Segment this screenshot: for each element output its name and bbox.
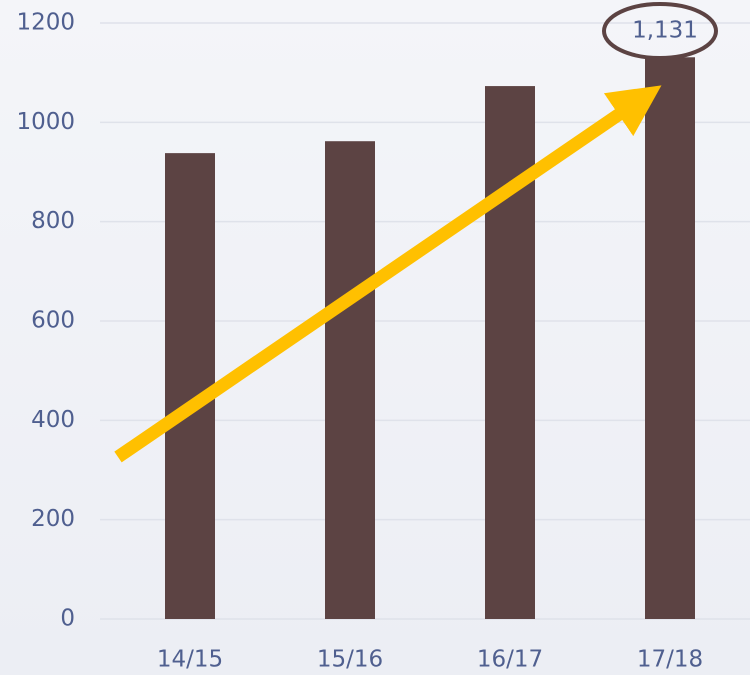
- y-tick-label: 600: [31, 308, 75, 334]
- data-label: 1,131: [632, 18, 698, 44]
- bar: [645, 57, 695, 619]
- y-tick-label: 1000: [16, 109, 75, 135]
- highlight-ellipse: [602, 2, 718, 60]
- bar: [165, 153, 215, 620]
- y-tick-label: 0: [60, 606, 75, 632]
- trend-arrow: [114, 85, 662, 463]
- y-tick-label: 1200: [16, 10, 75, 36]
- annotation: [114, 2, 718, 463]
- bar: [325, 141, 375, 619]
- y-tick-label: 400: [31, 407, 75, 433]
- y-tick-label: 800: [31, 208, 75, 234]
- x-tick-label: 15/16: [317, 647, 383, 673]
- x-tick-label: 16/17: [477, 647, 543, 673]
- bar: [485, 86, 535, 620]
- x-tick-label: 17/18: [637, 647, 703, 673]
- y-tick-label: 200: [31, 506, 75, 532]
- x-tick-label: 14/15: [157, 647, 223, 673]
- plot: 0 200 400 600 800 1000 1200 14/15 15/16 16/17 17/1…: [16, 10, 750, 673]
